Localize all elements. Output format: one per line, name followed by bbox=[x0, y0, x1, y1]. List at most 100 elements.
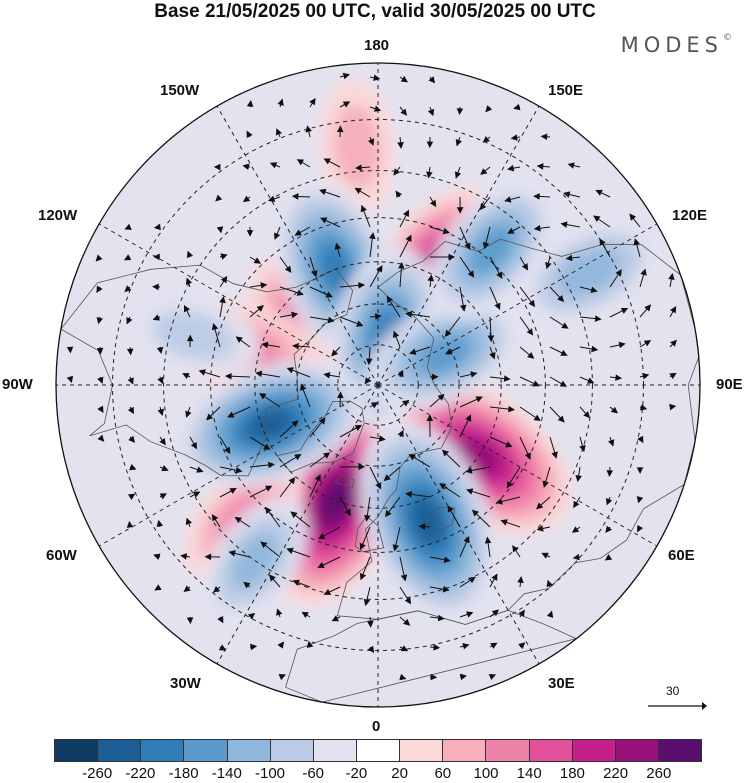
wind-vector-head bbox=[546, 610, 554, 618]
wind-vector-head bbox=[560, 349, 568, 356]
wind-vector-head bbox=[447, 505, 454, 513]
wind-vector-head bbox=[404, 597, 412, 605]
wind-vectors bbox=[66, 72, 678, 681]
colorbar-cell bbox=[572, 740, 616, 761]
wind-vector-head bbox=[500, 519, 508, 526]
colorbar-ticks: -260 -220 -180 -140 -100 -60 -20 20 60 100 140 180 2… bbox=[54, 765, 702, 783]
coastline bbox=[276, 400, 365, 473]
wind-vector-head bbox=[246, 99, 254, 108]
wind-vector-head bbox=[375, 482, 382, 490]
wind-vector-head bbox=[356, 320, 364, 327]
wind-vector-head bbox=[400, 645, 409, 652]
polar-stereographic-map bbox=[55, 62, 701, 708]
wind-vector-head bbox=[242, 163, 250, 171]
wind-vector-head bbox=[370, 402, 379, 409]
wind-vector-head bbox=[465, 414, 472, 422]
wind-vector-head bbox=[392, 330, 400, 339]
wind-vector-head bbox=[503, 375, 511, 382]
latitude-circle bbox=[210, 217, 546, 553]
colorbar-tick-label: -180 bbox=[168, 765, 199, 782]
wind-vector-head bbox=[246, 130, 253, 138]
wind-vector-head bbox=[572, 553, 580, 561]
wind-vector-head bbox=[192, 491, 201, 498]
wind-vector-head bbox=[224, 372, 232, 380]
wind-vector-head bbox=[334, 242, 342, 250]
wind-vector-head bbox=[190, 441, 198, 450]
wind-vector-head bbox=[296, 159, 305, 166]
wind-vector-head bbox=[402, 399, 410, 407]
anomaly-field bbox=[127, 78, 663, 625]
wind-vector-head bbox=[183, 304, 190, 313]
wind-vector-head bbox=[129, 464, 137, 471]
colorbar-tick-label: -100 bbox=[254, 765, 286, 782]
wind-vector-head bbox=[123, 254, 132, 261]
wind-vector-head bbox=[261, 341, 269, 349]
wind-vector-head bbox=[182, 373, 190, 380]
colorbar-tick-label: 260 bbox=[646, 765, 672, 782]
wind-vector-head bbox=[292, 342, 299, 350]
wind-vector-head bbox=[668, 272, 675, 281]
wind-vector-head bbox=[637, 435, 644, 444]
wind-vector-head bbox=[277, 98, 284, 106]
wind-vector-head bbox=[256, 305, 264, 312]
wind-vector-head bbox=[213, 163, 221, 171]
wind-vector-head bbox=[124, 285, 132, 293]
wind-vector-head bbox=[439, 483, 447, 490]
wind-vector-head bbox=[386, 295, 393, 304]
wind-vector-head bbox=[615, 374, 623, 381]
wind-vector-head bbox=[211, 322, 219, 331]
wind-vector-head bbox=[428, 76, 436, 84]
wind-vector-head bbox=[637, 524, 644, 533]
wind-vector-head bbox=[470, 371, 478, 378]
wind-vector-head bbox=[504, 196, 512, 203]
wind-vector-head bbox=[255, 370, 263, 378]
wind-vector-head bbox=[393, 168, 400, 176]
lon-label-60e: 60E bbox=[668, 547, 695, 564]
wind-vector-head bbox=[296, 289, 304, 296]
wind-vector-head bbox=[463, 535, 470, 544]
wind-vector-head bbox=[185, 277, 193, 285]
wind-vector-head bbox=[400, 574, 408, 582]
wind-vector-head bbox=[459, 673, 467, 681]
map-boundary bbox=[55, 62, 701, 708]
wind-vector-head bbox=[152, 314, 161, 321]
wind-vector-head bbox=[260, 282, 268, 289]
wind-vector-head bbox=[227, 411, 235, 418]
wind-vector-head bbox=[291, 311, 299, 319]
wind-vector-head bbox=[559, 380, 567, 387]
wind-vector-head bbox=[636, 496, 644, 504]
wind-vector-head bbox=[96, 285, 103, 294]
wind-vector-head bbox=[405, 311, 413, 318]
wind-vector-head bbox=[363, 598, 371, 607]
wind-vector-head bbox=[491, 609, 500, 617]
colorbar bbox=[54, 739, 702, 762]
wind-vector-head bbox=[153, 223, 161, 231]
wind-vector-head bbox=[127, 406, 134, 415]
wind-vector-head bbox=[161, 465, 169, 472]
vector-reference: 30 bbox=[646, 684, 707, 714]
colorbar-tick-label: 180 bbox=[559, 765, 585, 782]
wind-vector-head bbox=[403, 618, 411, 626]
wind-vector-head bbox=[448, 253, 456, 261]
wind-vector-head bbox=[319, 188, 327, 196]
wind-vector-head bbox=[385, 509, 392, 518]
wind-vector-head bbox=[484, 536, 492, 544]
wind-vector-head bbox=[186, 334, 194, 342]
wind-vector-head bbox=[459, 304, 467, 312]
wind-vector-head bbox=[629, 213, 637, 221]
colorbar-cell bbox=[227, 740, 271, 761]
wind-vector-head bbox=[518, 642, 526, 650]
wind-vector-head bbox=[152, 283, 159, 291]
wind-vector-head bbox=[364, 377, 372, 385]
wind-vector-head bbox=[224, 446, 231, 454]
wind-vector-head bbox=[426, 171, 433, 179]
wind-vector-head bbox=[246, 230, 254, 237]
colorbar-cell bbox=[313, 740, 357, 761]
wind-vector-head bbox=[506, 480, 514, 489]
vector-reference-value: 30 bbox=[666, 684, 680, 698]
meridian-line bbox=[216, 105, 379, 386]
wind-vector-head bbox=[606, 498, 613, 506]
wind-vector-head bbox=[235, 466, 243, 474]
wind-vector-head bbox=[204, 553, 212, 561]
wind-vector-head bbox=[216, 226, 224, 234]
